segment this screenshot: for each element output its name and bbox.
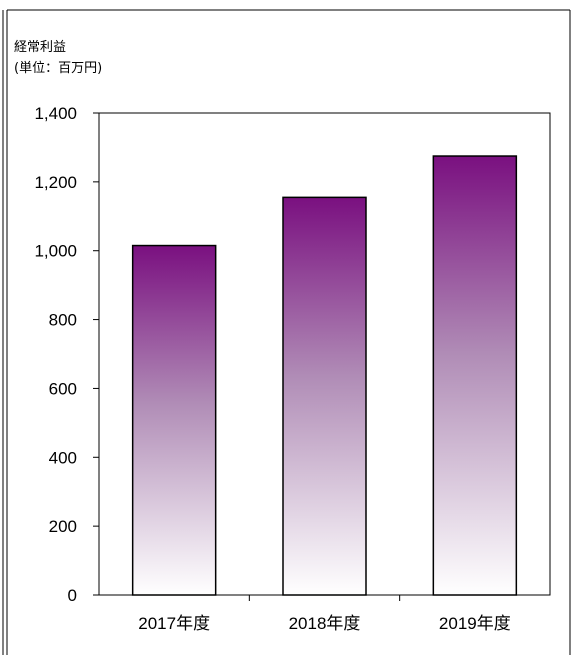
y-tick-label: 0 <box>68 586 77 605</box>
x-tick-label: 2017年度 <box>138 614 210 633</box>
x-tick-label: 2019年度 <box>439 614 511 633</box>
y-axis-ticks: 0 200 400 600 800 1,000 1,200 1,400 <box>34 104 99 605</box>
y-tick-label: 200 <box>49 517 77 536</box>
y-axis-label-line-2: (単位：百万円) <box>14 61 103 76</box>
y-tick-label: 1,400 <box>34 104 77 123</box>
x-tick-label: 2018年度 <box>289 614 361 633</box>
y-tick-label: 400 <box>49 448 77 467</box>
bars <box>131 155 518 596</box>
x-axis-ticks: 2017年度 2018年度 2019年度 <box>138 595 511 633</box>
bar-1 <box>131 244 217 596</box>
y-axis-label-line-1: 経常利益 <box>14 40 67 55</box>
bar-3 <box>432 155 518 596</box>
bar-2 <box>282 196 367 596</box>
y-tick-label: 600 <box>49 379 77 398</box>
y-tick-label: 1,000 <box>34 242 77 261</box>
y-tick-label: 800 <box>49 311 77 330</box>
y-tick-label: 1,200 <box>34 173 77 192</box>
